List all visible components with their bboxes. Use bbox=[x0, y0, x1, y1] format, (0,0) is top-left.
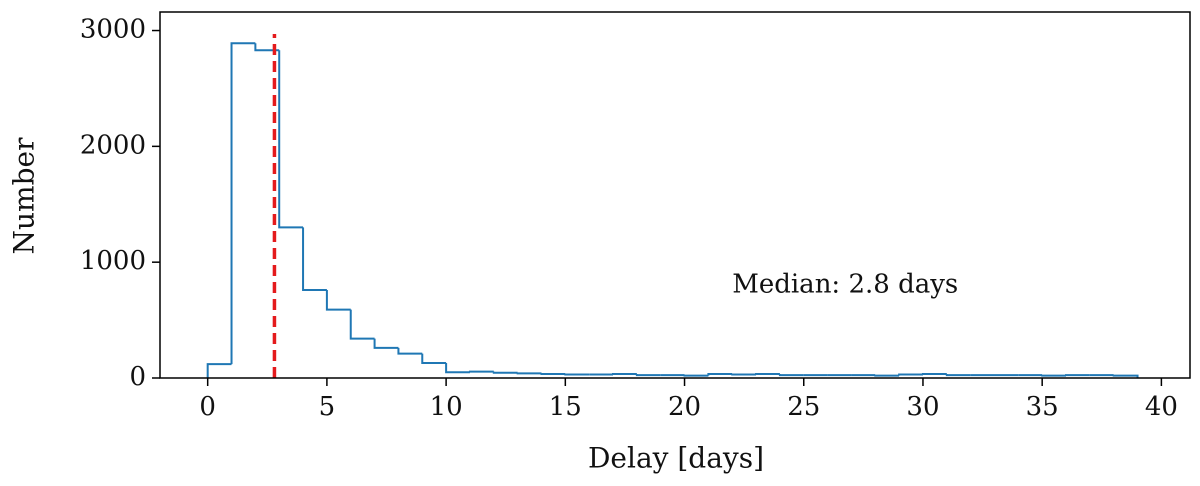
histogram-step bbox=[898, 373, 923, 376]
y-axis-label: Number bbox=[8, 137, 41, 255]
histogram-step bbox=[373, 338, 399, 349]
histogram-step bbox=[945, 373, 971, 377]
histogram-step bbox=[302, 227, 327, 291]
histogram-step bbox=[421, 353, 447, 364]
histogram-step bbox=[778, 373, 804, 377]
histogram-step bbox=[731, 373, 757, 376]
histogram-step bbox=[1065, 374, 1090, 377]
x-tick-label: 0 bbox=[199, 392, 216, 422]
x-tick-label: 25 bbox=[787, 392, 820, 422]
histogram-step bbox=[325, 289, 351, 311]
x-tick-label: 5 bbox=[319, 392, 336, 422]
histogram-step bbox=[516, 372, 542, 375]
x-tick-label: 35 bbox=[1026, 392, 1059, 422]
histogram-step bbox=[707, 372, 733, 376]
histogram-step bbox=[921, 372, 947, 375]
histogram-step bbox=[612, 372, 637, 375]
x-tick-label: 20 bbox=[668, 392, 701, 422]
histogram-step bbox=[540, 372, 566, 375]
y-tick-label: 2000 bbox=[80, 130, 146, 160]
x-tick-label: 30 bbox=[906, 392, 939, 422]
histogram-step bbox=[635, 373, 661, 377]
histogram-step bbox=[349, 309, 375, 340]
histogram-step bbox=[683, 374, 709, 377]
histogram-step bbox=[254, 43, 280, 52]
y-tick-label: 1000 bbox=[80, 246, 146, 276]
histogram-step bbox=[564, 373, 590, 376]
histogram-step bbox=[230, 42, 256, 365]
plot-frame bbox=[159, 11, 1191, 379]
histogram-step bbox=[1041, 374, 1067, 377]
annotation: Median: 2.8 days bbox=[732, 269, 958, 299]
histogram-step bbox=[468, 370, 494, 373]
histogram-step bbox=[874, 374, 900, 377]
histogram-step bbox=[278, 50, 304, 229]
histogram-step bbox=[206, 363, 232, 378]
histogram-step bbox=[755, 372, 780, 375]
histogram-step bbox=[492, 371, 518, 374]
y-tick-label: 0 bbox=[129, 362, 146, 392]
histogram-step bbox=[1112, 374, 1139, 378]
x-axis-label: Delay [days] bbox=[588, 442, 764, 475]
x-tick-label: 10 bbox=[430, 392, 463, 422]
x-tick-label: 40 bbox=[1145, 392, 1178, 422]
histogram-step bbox=[397, 347, 423, 355]
y-tick-label: 3000 bbox=[80, 15, 146, 45]
histogram-step bbox=[445, 362, 470, 374]
x-tick-label: 15 bbox=[549, 392, 582, 422]
